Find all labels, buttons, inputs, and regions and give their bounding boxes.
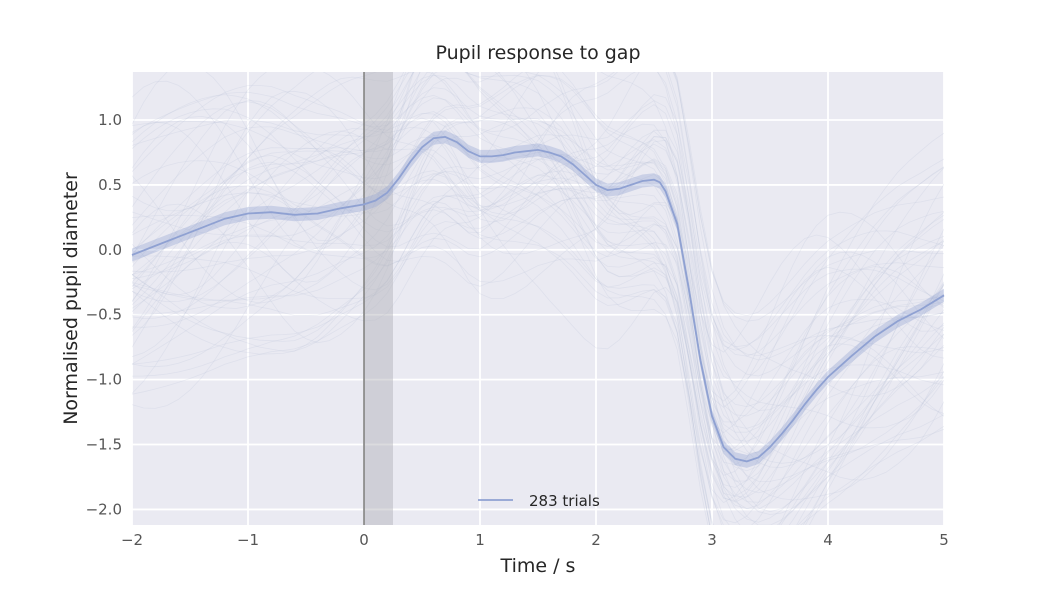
y-tick-label: 0.0 [98,241,122,259]
trial-trace [132,174,944,525]
x-axis-label: Time / s [500,555,576,577]
trial-trace [132,173,944,454]
trial-trace [132,72,944,322]
trial-trace [132,158,944,417]
plot-area [132,72,944,525]
y-axis-label: Normalised pupil diameter [60,172,82,425]
trial-trace [132,160,944,482]
trial-trace [132,72,944,488]
trial-trace [132,100,944,357]
individual-trial-traces [132,72,944,525]
trial-trace [132,173,944,525]
x-tick-label: 5 [939,531,949,549]
trial-trace [132,72,944,317]
x-tick-label: 0 [359,531,369,549]
trial-trace [132,74,944,472]
trial-trace [132,136,944,525]
trial-trace [132,97,944,525]
trial-trace [132,72,944,434]
legend: 283 trials [478,492,600,510]
trial-trace [132,87,944,442]
x-tick-label: 1 [475,531,485,549]
mean-line [131,135,945,463]
trial-trace [132,72,944,525]
trial-trace [132,74,944,510]
trial-trace [132,185,944,433]
trial-trace [132,119,944,525]
y-tick-labels: −2.0 −1.5 −1.0 −0.5 0.0 0.5 1.0 [86,111,122,518]
trial-trace [132,107,944,525]
y-tick-label: −0.5 [86,306,122,324]
gap-interval-shade [364,72,393,525]
y-tick-label: 0.5 [98,176,122,194]
chart-title: Pupil response to gap [435,42,640,64]
trial-trace [132,200,944,525]
trial-trace [132,123,944,515]
trial-trace [132,72,944,482]
trial-trace [132,171,944,525]
trial-trace [132,136,944,497]
trial-trace [132,72,944,525]
trial-trace [132,72,944,353]
trial-trace [132,85,944,451]
trial-trace [132,130,944,429]
trial-trace [132,108,944,348]
trial-trace [132,72,944,513]
trial-trace [132,94,944,357]
x-tick-label: 2 [591,531,601,549]
trial-trace [132,72,944,464]
trial-trace [132,91,944,498]
trial-trace [132,117,944,453]
x-tick-label: −1 [237,531,259,549]
y-tick-label: −1.0 [86,371,122,389]
trial-trace [132,111,944,503]
trial-trace [132,94,944,351]
x-tick-label: 3 [707,531,717,549]
trial-trace [132,104,944,468]
y-tick-label: 1.0 [98,111,122,129]
trial-trace [132,72,944,503]
trial-trace [132,134,944,494]
y-tick-label: −1.5 [86,436,122,454]
trial-trace [132,72,944,361]
x-tick-labels: −2 −1 0 1 2 3 4 5 [121,531,949,549]
x-tick-label: 4 [823,531,833,549]
trial-trace [132,118,944,504]
x-tick-label: −2 [121,531,143,549]
trial-trace [132,72,944,408]
trial-trace [132,72,944,377]
trial-trace [132,74,944,423]
trial-trace [132,117,944,525]
trial-trace [132,72,944,466]
trial-trace [132,158,944,510]
trial-trace [132,72,944,412]
trial-trace [132,72,944,402]
trial-trace [132,159,944,429]
trial-trace [132,120,944,383]
trial-trace [132,136,944,481]
trial-trace [132,139,944,408]
confidence-band [132,130,944,468]
trial-trace [132,72,944,523]
y-tick-label: −2.0 [86,500,122,518]
trial-trace [132,75,944,525]
trial-trace [132,130,944,501]
legend-entry-label: 283 trials [529,492,600,510]
trial-trace [132,72,944,502]
trial-trace [132,72,944,398]
